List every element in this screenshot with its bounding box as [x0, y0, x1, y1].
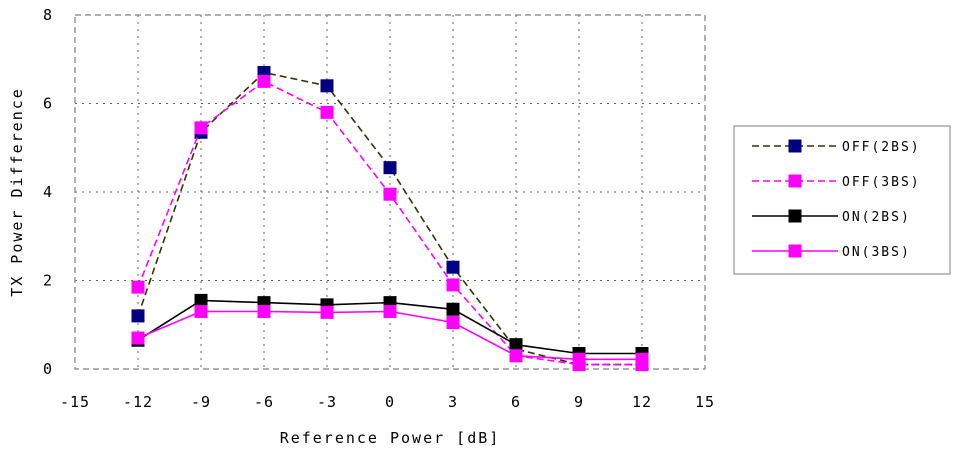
- y-tick-label: 4: [43, 183, 53, 201]
- data-point: [320, 305, 334, 319]
- data-point: [446, 260, 460, 274]
- data-point: [257, 74, 271, 88]
- legend-item: ON(3BS): [752, 244, 911, 260]
- legend-item: ON(2BS): [752, 209, 911, 225]
- data-point: [320, 79, 334, 93]
- legend-box: [733, 125, 951, 275]
- legend-marker: [788, 174, 802, 188]
- data-point: [383, 304, 397, 318]
- x-tick-label: 15: [695, 393, 715, 411]
- data-point: [194, 121, 208, 135]
- legend-label: OFF(3BS): [842, 175, 921, 190]
- legend-label: ON(2BS): [842, 210, 911, 225]
- x-tick-label: 12: [632, 393, 652, 411]
- data-point: [446, 302, 460, 316]
- x-tick-label: 9: [574, 393, 584, 411]
- legend: OFF(2BS) OFF(3BS) ON(2BS) ON(3BS): [733, 125, 951, 275]
- data-point: [509, 349, 523, 363]
- data-point: [194, 293, 208, 307]
- x-tick-label: -15: [60, 393, 90, 411]
- x-tick-label: -9: [191, 393, 211, 411]
- y-tick-label: 8: [43, 6, 53, 24]
- data-point: [194, 304, 208, 318]
- legend-marker: [788, 209, 802, 223]
- x-tick-label: 3: [448, 393, 458, 411]
- series-on-2bs: [131, 293, 649, 361]
- series-off-3bs: [131, 74, 649, 372]
- data-point: [446, 316, 460, 330]
- data-point: [572, 352, 586, 366]
- data-point: [131, 331, 145, 345]
- x-axis-title: Reference Power [dB]: [280, 429, 501, 447]
- x-tick-label: -6: [254, 393, 274, 411]
- y-tick-label: 6: [43, 95, 53, 113]
- x-tick-label: 6: [511, 393, 521, 411]
- x-tick-label: -12: [123, 393, 153, 411]
- data-point: [320, 105, 334, 119]
- y-tick-label: 2: [43, 272, 53, 290]
- data-point: [257, 304, 271, 318]
- x-tick-label: -3: [317, 393, 337, 411]
- y-axis-title: TX Power Difference: [8, 87, 26, 297]
- data-point: [131, 280, 145, 294]
- legend-label: OFF(2BS): [842, 140, 921, 155]
- x-tick-label: 0: [385, 393, 395, 411]
- legend-marker: [788, 244, 802, 258]
- legend-item: OFF(2BS): [752, 139, 921, 155]
- series-line: [137, 80, 642, 366]
- legend-marker: [788, 139, 802, 153]
- data-point: [131, 309, 145, 323]
- data-point: [509, 338, 523, 352]
- y-tick-label: 0: [43, 360, 53, 378]
- legend-item: OFF(3BS): [752, 174, 921, 190]
- data-point: [383, 187, 397, 201]
- plot-area-frame: [74, 14, 706, 370]
- legend-label: ON(3BS): [842, 245, 911, 260]
- series-line: [137, 71, 642, 366]
- series-group: [131, 66, 649, 372]
- data-point: [635, 352, 649, 366]
- data-point: [446, 278, 460, 292]
- tick-labels: -15 -12 -9 -6 -3 0 3 6 9 12 15 0 2 4 6 8: [43, 6, 715, 411]
- series-on-3bs: [131, 304, 649, 366]
- data-point: [383, 161, 397, 175]
